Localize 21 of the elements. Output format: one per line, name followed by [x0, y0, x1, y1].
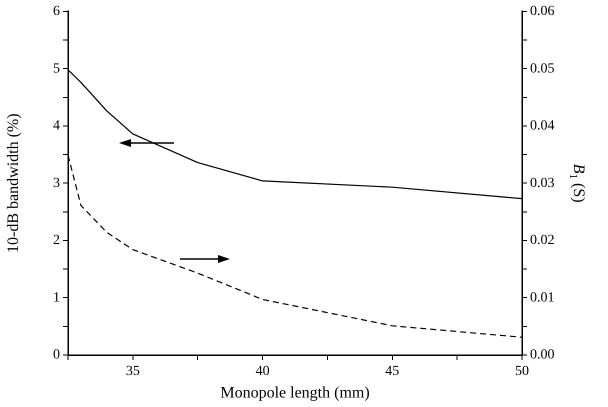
y-tick-label: 4 [53, 118, 60, 134]
y-axis-title: 10-dB bandwidth (%) [4, 113, 22, 253]
y-tick-label: 3 [53, 176, 60, 191]
y-tick-label: 0 [53, 348, 60, 363]
y-tick-label: 5 [53, 61, 60, 76]
y-tick-label: 6 [53, 4, 60, 20]
y2-tick-label: 0.03 [530, 176, 554, 191]
x-axis-title: Monopole length (mm) [220, 384, 370, 402]
x-tick-label: 45 [385, 364, 400, 380]
y2-tick-label: 0.02 [530, 233, 554, 248]
y2-tick-label: 0.04 [530, 118, 554, 134]
y-tick-label: 2 [53, 233, 60, 248]
y2-tick-label: 0.00 [530, 348, 554, 363]
y2-axis-title: B1 (S) [567, 164, 587, 203]
y2-tick-label: 0.05 [530, 61, 554, 76]
x-tick-label: 40 [256, 364, 270, 380]
y2-tick-label: 0.06 [530, 4, 554, 20]
y-tick-label: 1 [53, 290, 60, 306]
x-tick-label: 35 [126, 364, 140, 380]
y2-tick-label: 0.01 [530, 290, 554, 306]
x-tick-label: 50 [515, 364, 529, 380]
